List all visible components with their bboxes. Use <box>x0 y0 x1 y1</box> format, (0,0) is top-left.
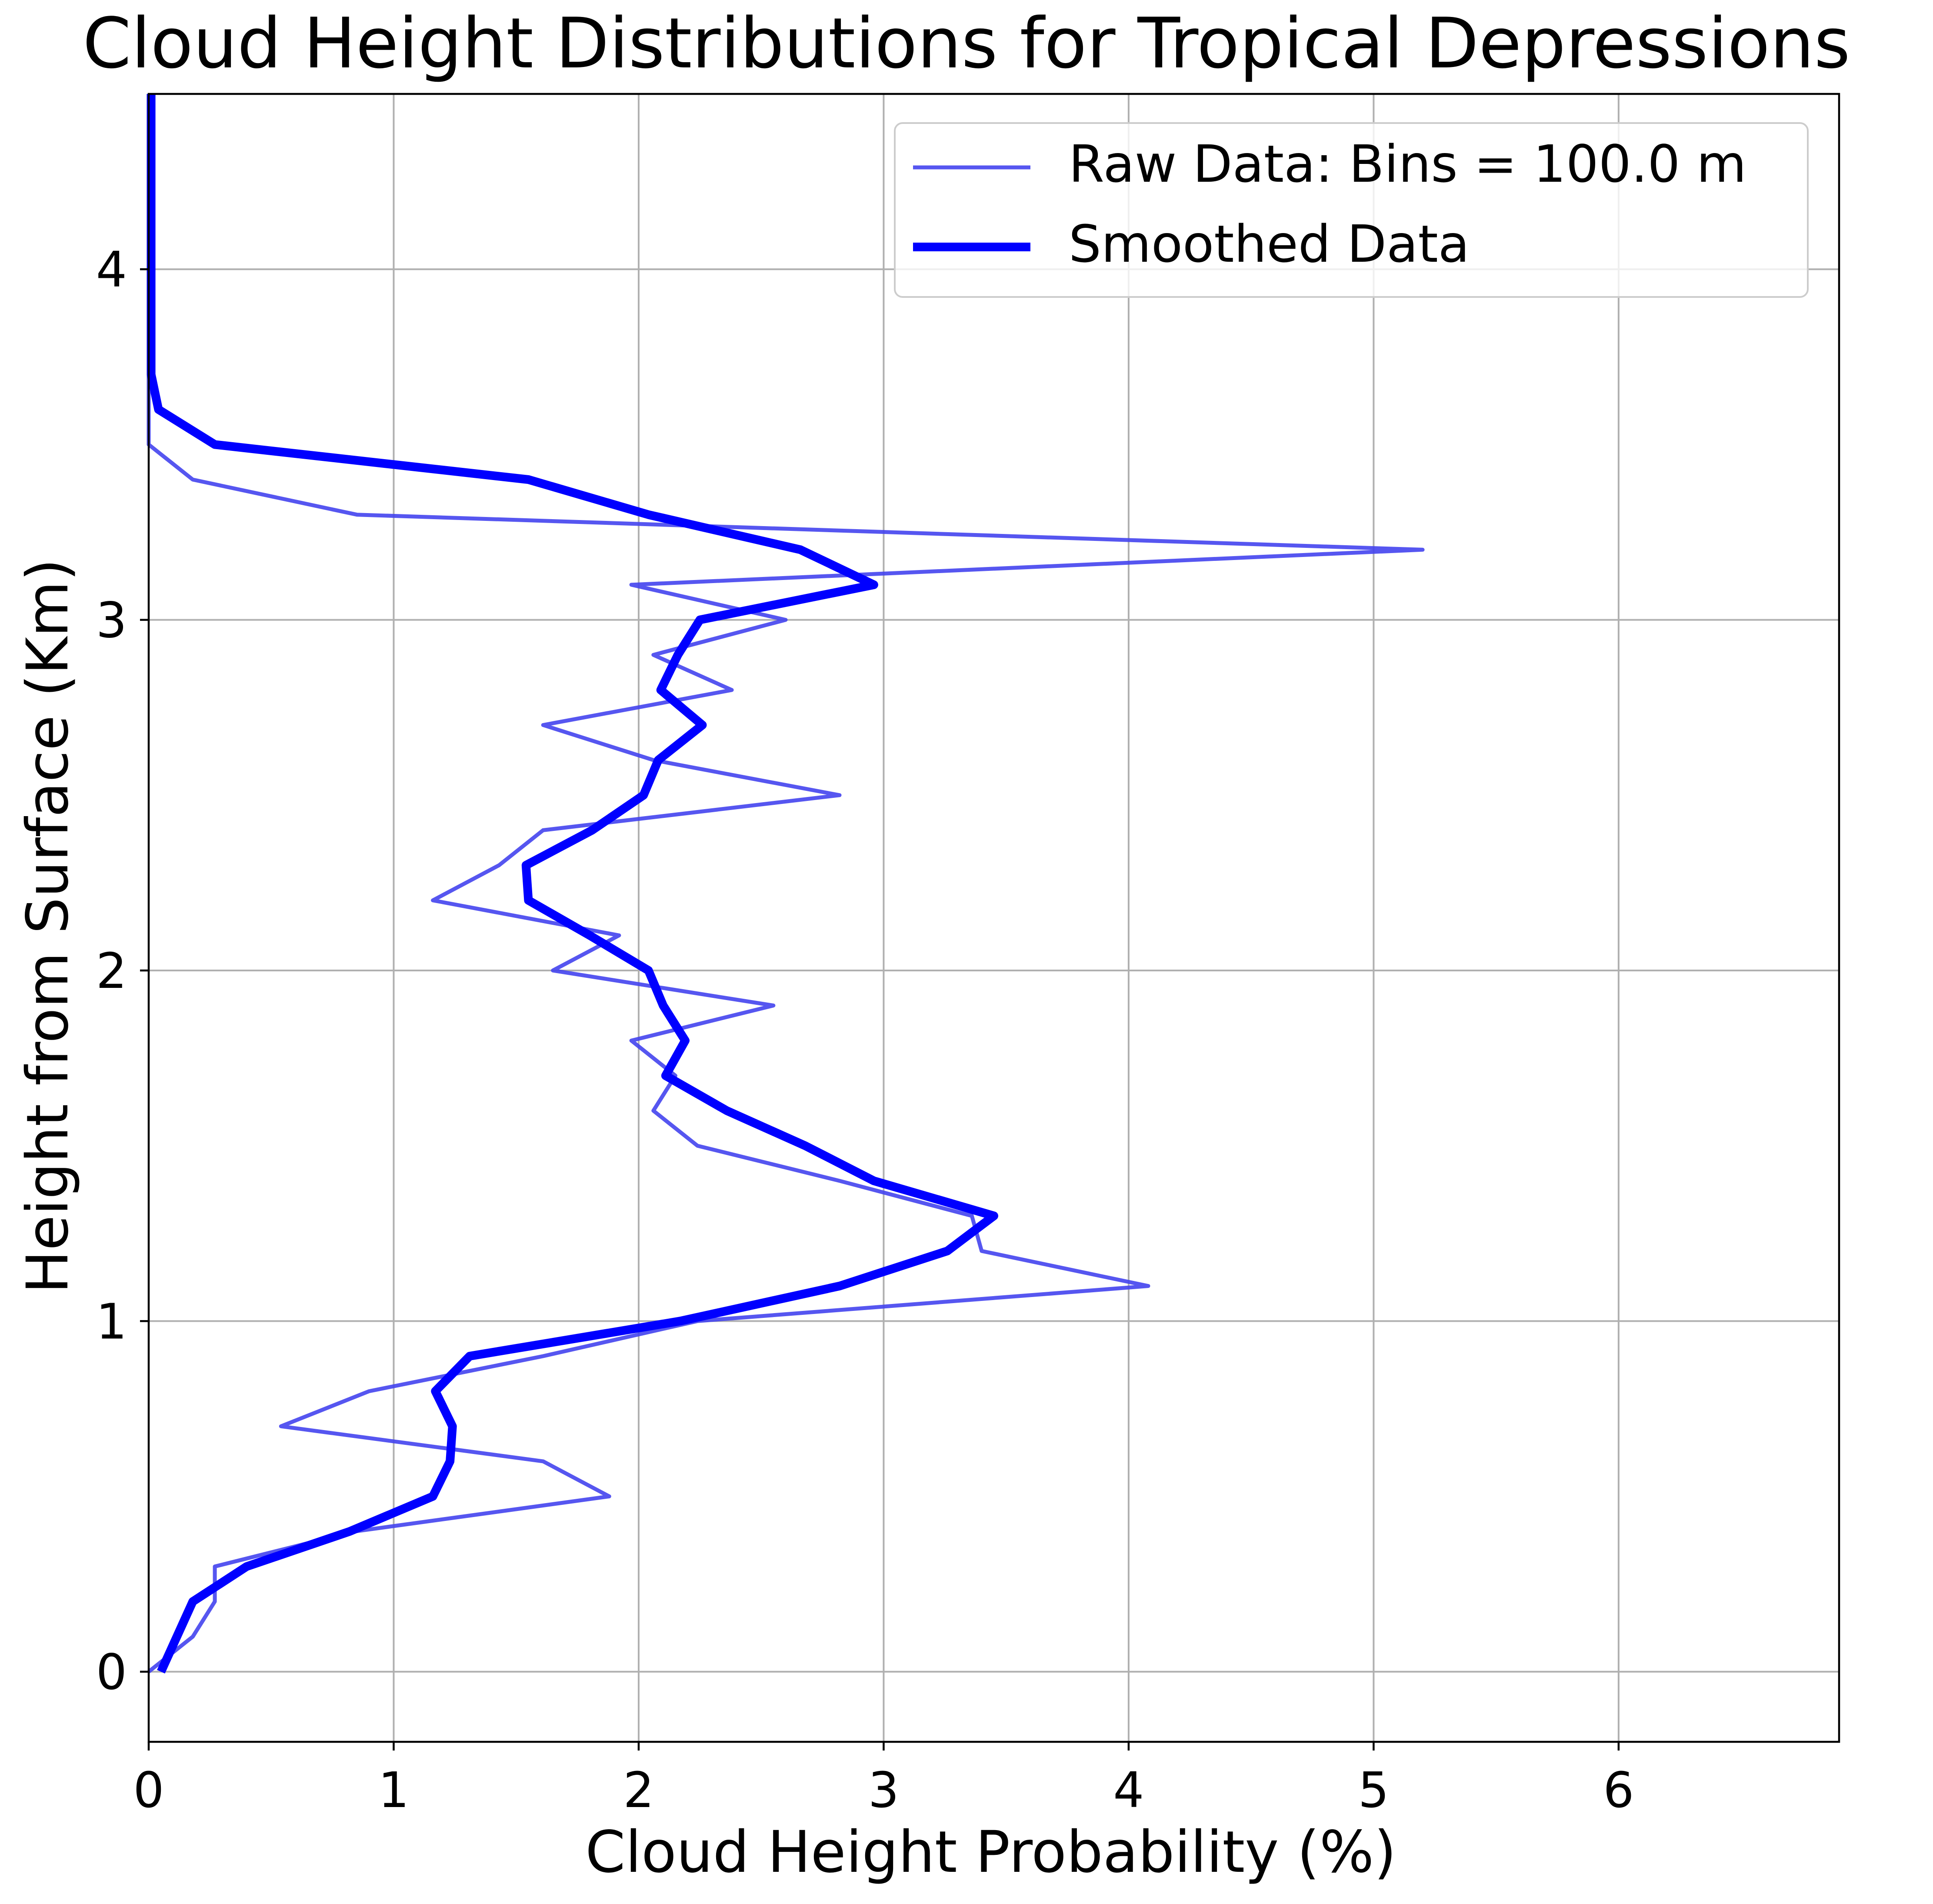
x-tick-label: 5 <box>1358 1762 1389 1819</box>
y-tick-label: 3 <box>96 593 127 649</box>
y-axis-label: Height from Surface (Km) <box>14 559 81 1294</box>
legend-frame <box>894 122 1809 298</box>
x-tick-label: 4 <box>1113 1762 1144 1819</box>
plot-frame <box>147 93 1840 1743</box>
tick-layer: 0 1 2 3 4 5 6 0 1 2 3 4 <box>96 242 1634 1819</box>
legend: Raw Data: Bins = 100.0 m Smoothed Data <box>894 122 1809 298</box>
y-tick-label: 4 <box>96 242 127 298</box>
x-tick-label: 0 <box>133 1762 164 1819</box>
x-tick-label: 2 <box>623 1762 654 1819</box>
legend-label-raw: Raw Data: Bins = 100.0 m <box>1069 134 1746 194</box>
y-tick-label: 1 <box>96 1294 127 1350</box>
series-line-smoothed <box>147 94 998 1674</box>
x-tick-label: 6 <box>1603 1762 1634 1819</box>
y-tick-label: 2 <box>96 943 127 1000</box>
grid-layer <box>148 94 1839 1742</box>
x-tick-label: 1 <box>378 1762 409 1819</box>
y-tick-label: 0 <box>96 1644 127 1701</box>
x-axis-label: Cloud Height Probability (%) <box>585 1819 1396 1886</box>
chart-title: Cloud Height Distributions for Tropical … <box>83 3 1850 84</box>
x-tick-label: 3 <box>868 1762 899 1819</box>
legend-label-smoothed: Smoothed Data <box>1069 214 1470 274</box>
